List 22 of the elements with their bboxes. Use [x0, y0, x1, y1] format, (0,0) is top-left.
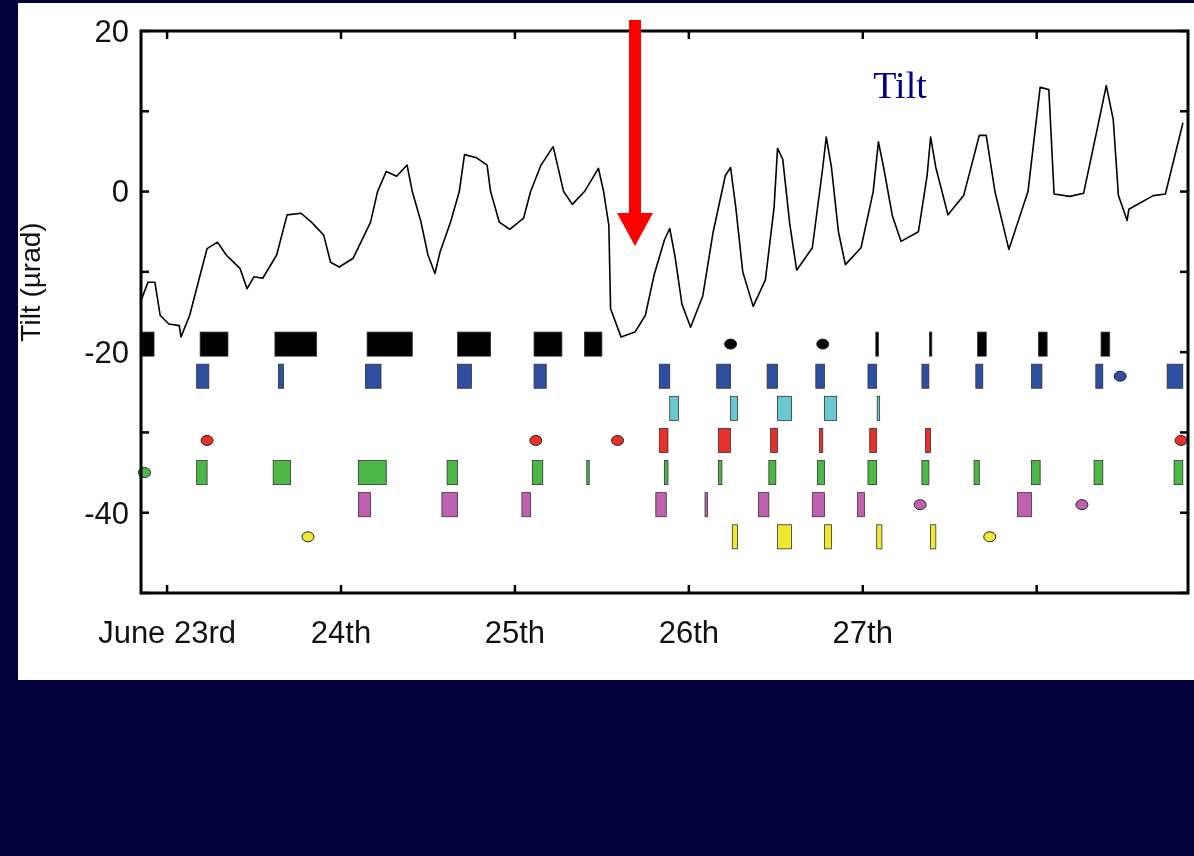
point: [1113, 370, 1127, 382]
point: [1174, 434, 1188, 446]
text: Tilt: [873, 64, 928, 106]
point: [200, 434, 214, 446]
point: [301, 531, 315, 543]
y-tick-label: -40: [84, 495, 129, 531]
x-tick-label: 25th: [484, 615, 546, 650]
y-axis-title: Tilt (µrad): [15, 222, 46, 342]
point: [816, 338, 830, 350]
y-tick-label: 20: [94, 13, 129, 49]
x-tick-label: June 23rd: [98, 615, 237, 650]
point: [724, 338, 738, 350]
y-tick-label: 0: [111, 174, 129, 210]
point: [611, 434, 625, 446]
point: [913, 499, 927, 511]
point: [1075, 499, 1089, 511]
point: [529, 434, 543, 446]
x-tick-label: 26th: [658, 615, 720, 650]
x-tick-label: 27th: [832, 615, 893, 650]
x-tick-label: 24th: [310, 615, 372, 650]
y-tick-label: -20: [84, 334, 129, 370]
point: [983, 531, 997, 543]
